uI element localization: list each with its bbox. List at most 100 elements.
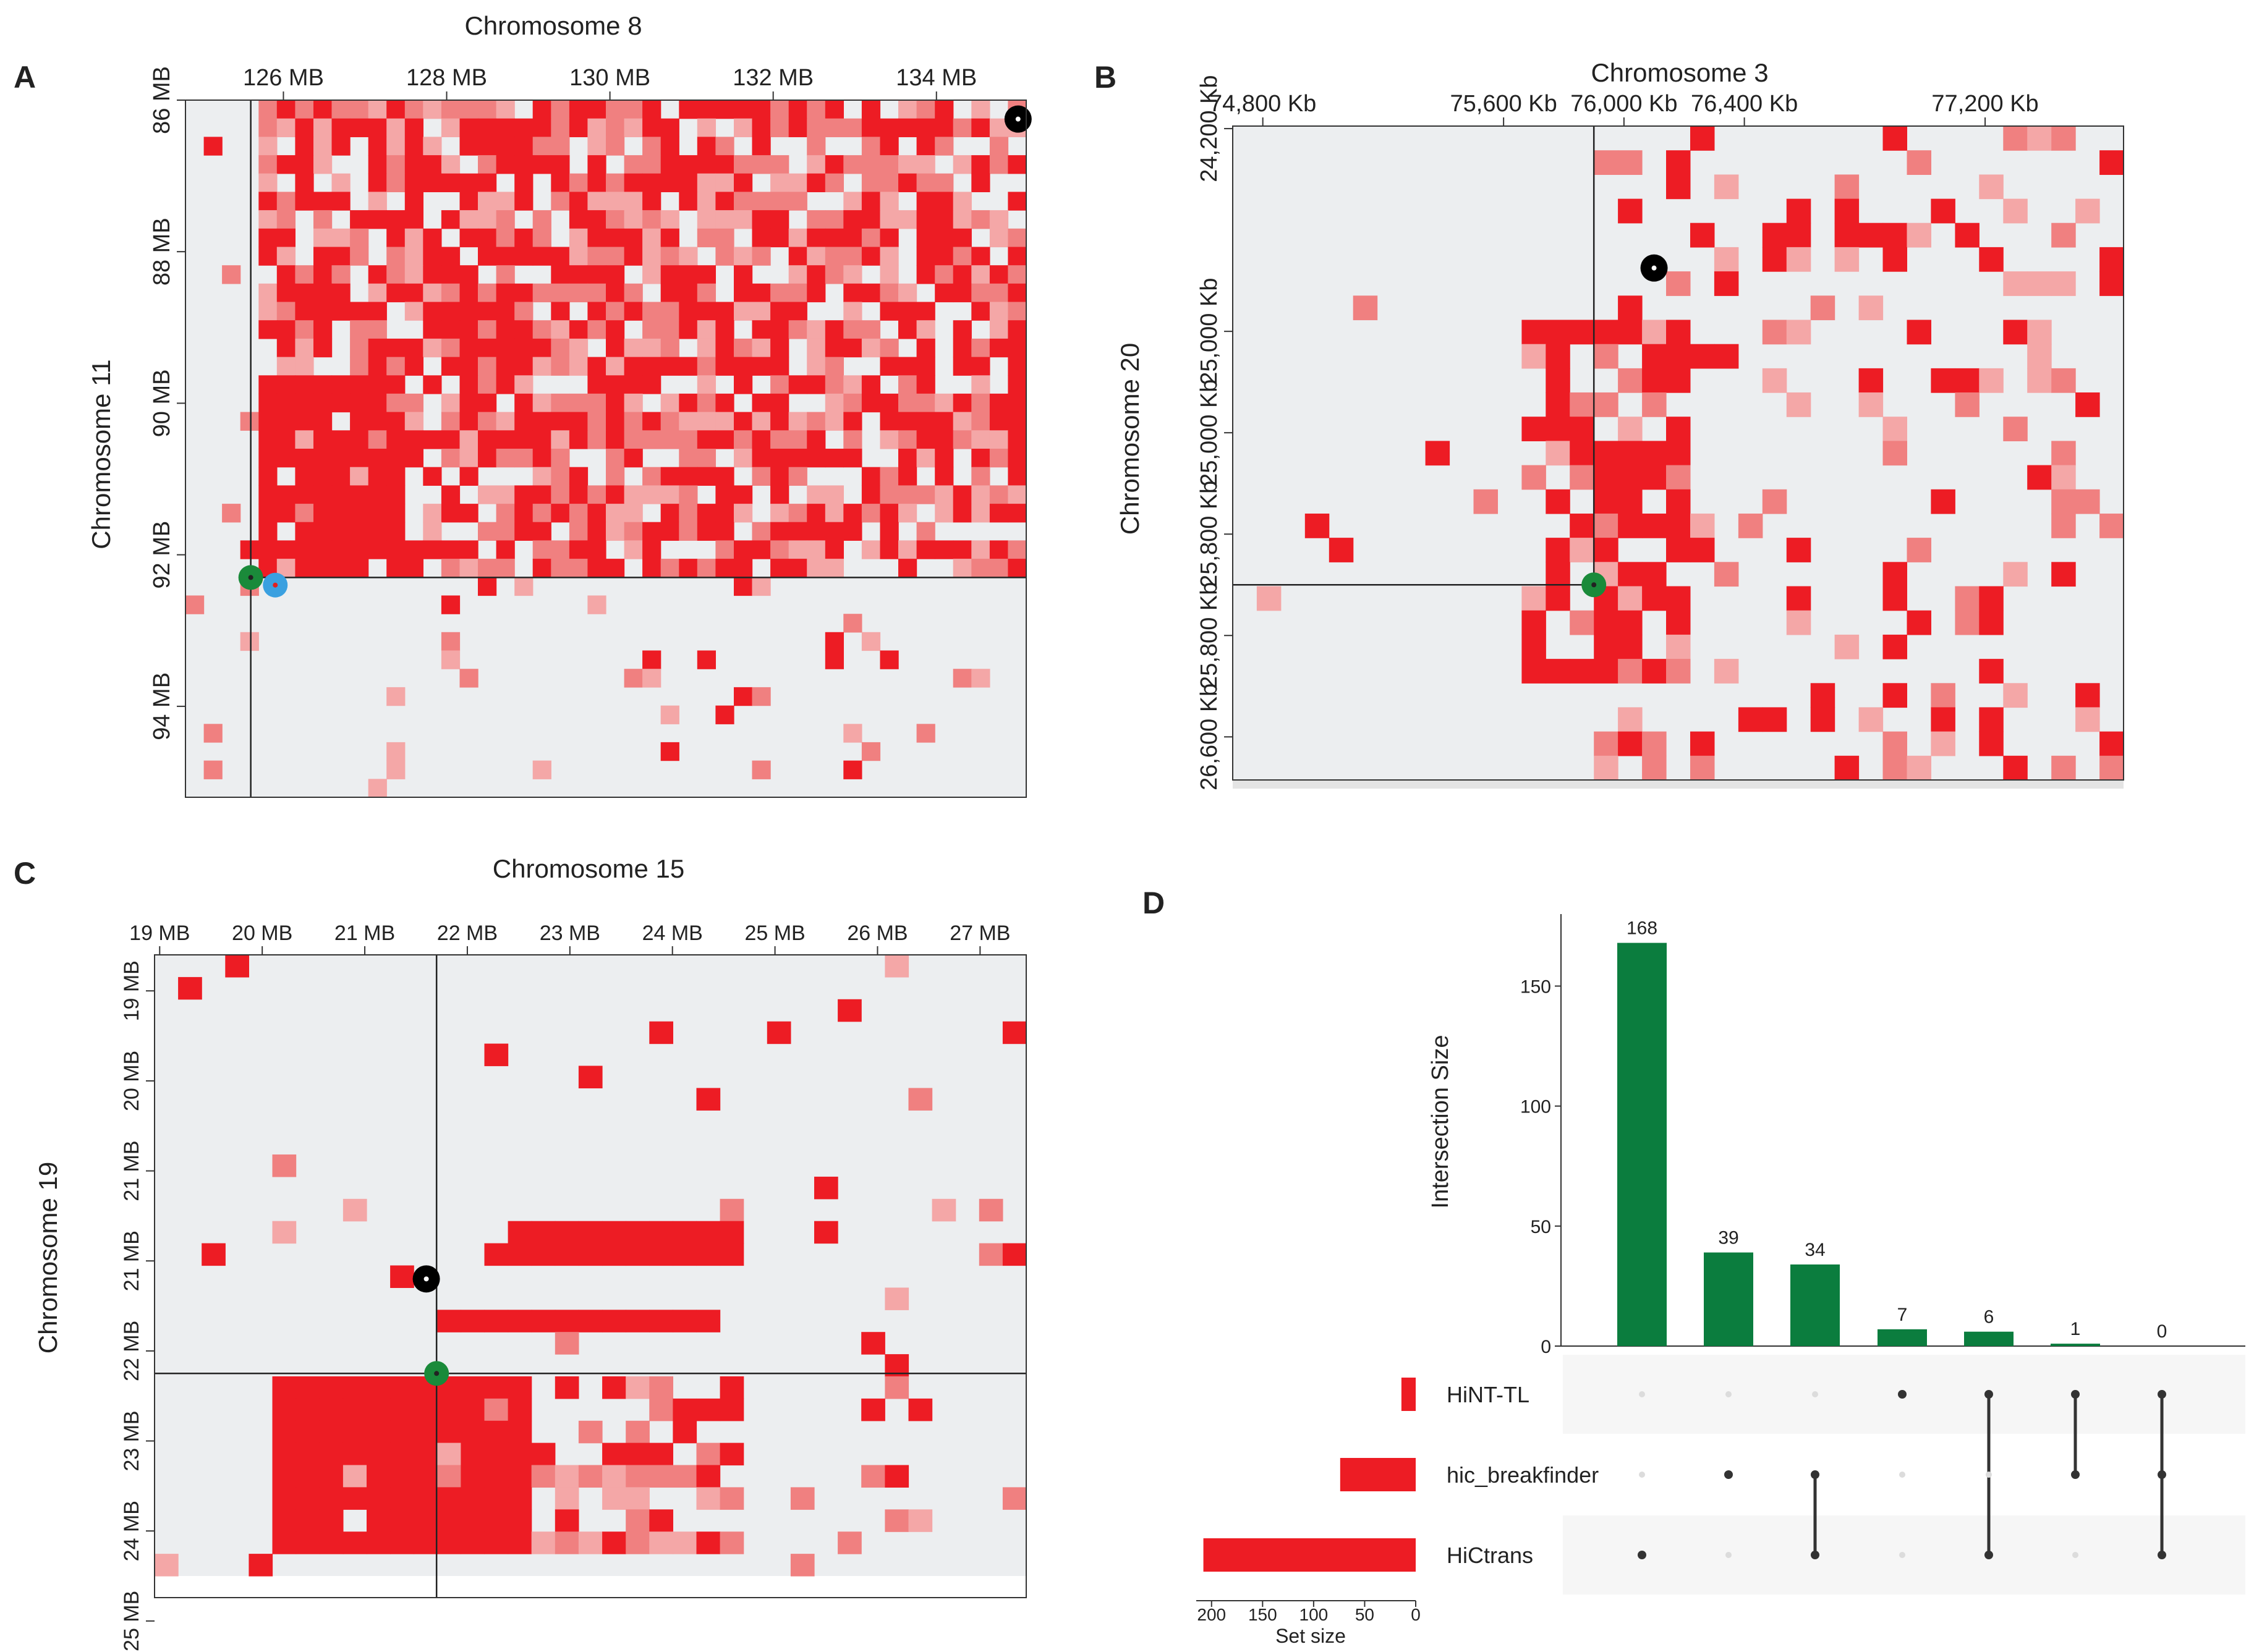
heatmap-cell (715, 522, 734, 541)
heatmap-cell (587, 504, 606, 523)
heatmap-cell (1666, 610, 1691, 635)
heatmap-cell (484, 1442, 509, 1466)
heatmap-cell (624, 412, 643, 431)
heatmap-cell (935, 412, 954, 431)
heatmap-cell (697, 449, 716, 468)
heatmap-cell (390, 1376, 414, 1399)
heatmap-cell (423, 320, 442, 339)
heatmap-cell (441, 504, 461, 523)
heatmap-cell (404, 412, 423, 431)
set-size-tick-label: 0 (1411, 1605, 1421, 1624)
heatmap-cell (258, 430, 278, 449)
heatmap-cell (484, 1465, 509, 1488)
panel-b-frame (1232, 125, 2124, 781)
heatmap-cell (660, 559, 679, 578)
panel-b-ylabel: Chromosome 20 (1115, 343, 1144, 535)
heatmap-cell (276, 320, 296, 339)
heatmap-cell (624, 192, 643, 211)
heatmap-cell (971, 375, 990, 394)
heatmap-cell (272, 1420, 297, 1444)
heatmap-cell (807, 320, 826, 339)
heatmap-cell (331, 283, 351, 303)
heatmap-cell (155, 1554, 179, 1577)
intersection-value-label: 39 (1718, 1228, 1738, 1248)
heatmap-cell (587, 302, 606, 321)
heatmap-cell (478, 522, 497, 541)
heatmap-cell (1570, 417, 1594, 441)
heatmap-cell (478, 155, 497, 174)
matrix-dot-active (2071, 1390, 2080, 1399)
heatmap-cell (898, 393, 917, 413)
heatmap-cell (404, 357, 423, 376)
heatmap-cell (880, 265, 899, 284)
heatmap-cell (825, 155, 844, 174)
heatmap-cell (1931, 707, 1955, 732)
heatmap-cell (715, 173, 734, 192)
heatmap-cell (441, 632, 461, 651)
heatmap-cell (807, 504, 826, 523)
heatmap-cell (386, 375, 406, 394)
heatmap-cell (606, 467, 625, 486)
heatmap-cell (1594, 514, 1618, 538)
panel-b-label: B (1094, 60, 1116, 95)
heatmap-cell (979, 1243, 1003, 1266)
heatmap-cell (1762, 247, 1787, 272)
heatmap-cell (679, 265, 698, 284)
heatmap-cell (734, 210, 753, 229)
panel-a-title: Chromosome 8 (464, 11, 642, 40)
heatmap-cell (898, 540, 917, 559)
matrix-dot-active (1811, 1551, 1819, 1559)
heatmap-cell (478, 210, 497, 229)
heatmap-cell (770, 522, 789, 541)
heatmap-cell (514, 338, 534, 358)
matrix-dot-active (1984, 1551, 1993, 1559)
panel-a-ticks: 126 MB 128 MB 130 MB 132 MB 134 MB 86 MB 88 MB… (149, 65, 977, 740)
heatmap-cell (555, 1332, 579, 1355)
heatmap-cell (569, 283, 589, 303)
heatmap-cell (1642, 368, 1667, 393)
heatmap-cell (885, 1287, 909, 1310)
heatmap-cell (569, 467, 589, 486)
heatmap-cell (1002, 1487, 1027, 1510)
heatmap-cell (295, 265, 314, 284)
heatmap-cell (437, 1442, 461, 1466)
heatmap-cell (578, 1310, 603, 1332)
heatmap-cell (404, 265, 423, 284)
heatmap-cell (531, 1465, 556, 1488)
heatmap-cell (551, 320, 570, 339)
heatmap-cell (649, 1021, 673, 1044)
heatmap-cell (258, 210, 278, 229)
heatmap-cell (916, 118, 935, 137)
intersection-value-label: 1 (2070, 1319, 2081, 1339)
heatmap-cell (953, 430, 972, 449)
panel-c: C Chromosome 15 Chromosome 19 19 MB 20 MB… (14, 854, 1027, 1651)
heatmap-cell (935, 173, 954, 192)
heatmap-cell (1008, 192, 1027, 211)
heatmap-cell (386, 760, 406, 779)
heatmap-cell (660, 467, 679, 486)
heatmap-cell (404, 247, 423, 266)
heatmap-cell (2051, 271, 2076, 296)
heatmap-cell (441, 559, 461, 578)
heatmap-cell (861, 504, 881, 523)
matrix-dot-active (2071, 1470, 2080, 1479)
heatmap-cell (1304, 514, 1330, 538)
heatmap-cell (276, 155, 296, 174)
panel-d-label: D (1142, 886, 1165, 920)
heatmap-cell (697, 357, 716, 376)
heatmap-cell (770, 467, 789, 486)
heatmap-cell (807, 449, 826, 468)
heatmap-cell (1666, 271, 1691, 296)
heatmap-cell (1714, 562, 1739, 587)
heatmap-cell (715, 467, 734, 486)
heatmap-cell (367, 1420, 391, 1444)
heatmap-cell (508, 1310, 532, 1332)
heatmap-cell (697, 283, 716, 303)
heatmap-cell (459, 173, 478, 192)
heatmap-cell (880, 504, 899, 523)
heatmap-cell (496, 485, 515, 504)
heatmap-cell (916, 540, 935, 559)
heatmap-cell (423, 467, 442, 486)
heatmap-cell (459, 430, 478, 449)
heatmap-cell (767, 1021, 791, 1044)
